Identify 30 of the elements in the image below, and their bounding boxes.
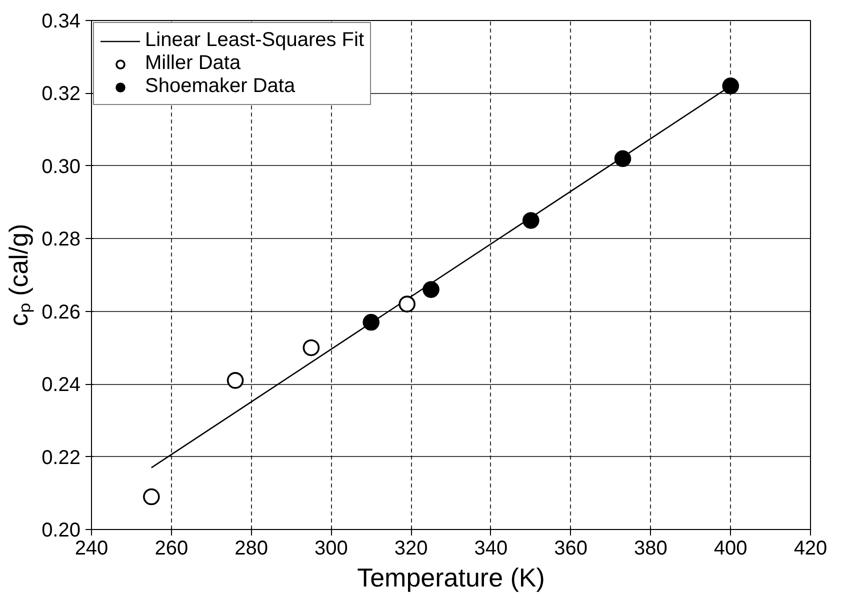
y-tick-label: 0.24 xyxy=(42,374,81,396)
y-tick-label: 0.34 xyxy=(42,10,81,32)
y-tick-label: 0.28 xyxy=(42,228,81,251)
x-tick-label: 280 xyxy=(234,538,268,560)
point xyxy=(302,339,320,356)
x-tick-label: 340 xyxy=(474,538,508,560)
x-tick-label: 260 xyxy=(154,538,188,560)
point xyxy=(398,296,416,312)
point xyxy=(143,488,160,506)
x-tick-label: 380 xyxy=(634,538,668,560)
legend-label: Linear Least-Squares Fit xyxy=(145,29,364,52)
x-tick-label: 300 xyxy=(314,538,348,560)
y-tick-label: 0.30 xyxy=(42,156,81,178)
legend-label: Shoemaker Data xyxy=(145,75,296,98)
x-axis-title: Temperature (K) xyxy=(357,562,545,592)
x-tick-label: 360 xyxy=(554,538,588,560)
point xyxy=(422,281,440,298)
y-tick-label: 0.26 xyxy=(42,301,81,324)
point xyxy=(614,150,632,168)
x-tick-label: 420 xyxy=(794,538,828,560)
y-tick-label: 0.22 xyxy=(42,446,81,469)
point xyxy=(522,212,540,229)
legend-label: Miller Data xyxy=(145,52,241,75)
point xyxy=(722,78,740,94)
point xyxy=(226,372,244,389)
point xyxy=(362,314,380,331)
y-axis-title: cₚ (cal/g) xyxy=(4,224,35,326)
x-tick-label: 400 xyxy=(714,538,748,560)
y-tick-label: 0.32 xyxy=(42,83,81,106)
x-tick-label: 320 xyxy=(394,538,428,560)
